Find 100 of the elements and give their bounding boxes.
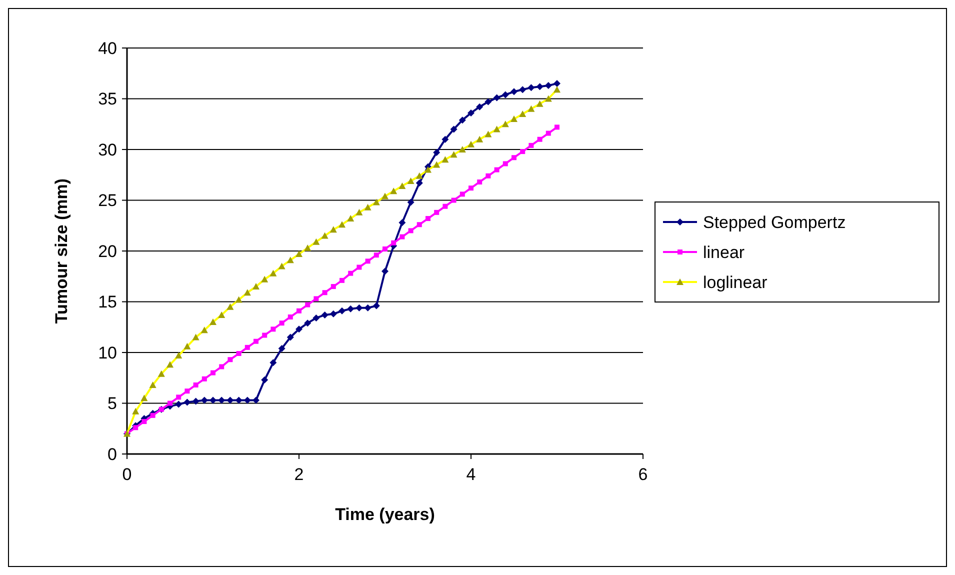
point [252, 396, 260, 404]
point [192, 398, 200, 405]
point [218, 396, 226, 404]
point [244, 396, 251, 404]
point [200, 396, 208, 404]
x-tick-label: 4 [466, 465, 476, 484]
point [348, 270, 354, 276]
point [193, 382, 198, 388]
point [433, 149, 440, 156]
point [528, 84, 535, 92]
point [416, 179, 423, 186]
point [330, 284, 336, 290]
point [477, 179, 482, 184]
point [493, 94, 500, 102]
point [175, 400, 182, 408]
point [512, 155, 516, 160]
point [278, 344, 286, 352]
point [254, 338, 258, 344]
point [546, 130, 551, 136]
point [347, 305, 354, 312]
point [426, 216, 430, 222]
point [450, 126, 458, 133]
y-tick-label: 40 [98, 38, 117, 58]
point [340, 278, 344, 283]
point [270, 359, 277, 366]
point [510, 88, 518, 96]
y-axis-title: Tumour size (mm) [52, 178, 71, 324]
y-tick-label: 0 [108, 444, 117, 464]
point [244, 344, 250, 350]
y-tick-label: 30 [98, 140, 117, 160]
point [554, 124, 560, 130]
point [210, 396, 216, 404]
point [338, 307, 346, 314]
point [391, 240, 396, 246]
point [168, 400, 172, 406]
point [150, 412, 156, 418]
point [416, 222, 422, 228]
point [304, 320, 312, 327]
y-tick-label: 5 [108, 394, 117, 414]
point [184, 398, 191, 406]
legend-label: Stepped Gompertz [703, 212, 846, 232]
point [312, 314, 320, 322]
point [382, 268, 388, 275]
point [398, 219, 406, 226]
legend-label: linear [703, 242, 745, 262]
point [228, 357, 233, 362]
point [434, 210, 440, 215]
x-tick-label: 6 [638, 465, 648, 484]
point [286, 334, 294, 341]
point [408, 228, 414, 234]
point [476, 103, 484, 110]
legend-label: loglinear [703, 272, 768, 292]
point [270, 326, 276, 332]
point [210, 370, 216, 376]
point [321, 311, 328, 318]
point [537, 136, 542, 142]
point [202, 376, 207, 382]
point [519, 86, 526, 94]
point [356, 304, 363, 312]
point [372, 302, 380, 310]
x-tick-label: 2 [294, 465, 304, 484]
y-tick-label: 20 [98, 242, 117, 261]
y-tick-label: 25 [98, 191, 117, 210]
point [442, 136, 449, 143]
point [305, 302, 310, 308]
y-tick-label: 35 [98, 90, 117, 109]
point [407, 198, 414, 206]
y-tick-label: 10 [98, 343, 117, 362]
point [458, 116, 466, 124]
point [219, 364, 224, 370]
point [279, 320, 284, 326]
point [262, 332, 268, 338]
point [451, 198, 456, 203]
point [330, 310, 337, 318]
point [442, 204, 448, 209]
point [520, 149, 526, 154]
point [528, 142, 534, 148]
point [142, 419, 147, 424]
point [486, 173, 491, 178]
point [261, 376, 268, 384]
point [400, 234, 405, 240]
point [133, 425, 138, 430]
point [502, 161, 508, 166]
point [468, 109, 474, 116]
point [544, 82, 552, 90]
point [382, 246, 388, 252]
x-axis-title: Time (years) [335, 505, 435, 524]
point [374, 252, 379, 258]
point [460, 192, 465, 197]
y-tick-label: 15 [98, 292, 117, 312]
point [536, 83, 544, 90]
point [364, 304, 372, 312]
point [235, 396, 242, 404]
point [296, 326, 302, 333]
point [502, 91, 509, 98]
point [322, 290, 328, 296]
point [554, 80, 560, 88]
point [365, 258, 370, 264]
point [484, 98, 492, 106]
point [176, 394, 182, 400]
